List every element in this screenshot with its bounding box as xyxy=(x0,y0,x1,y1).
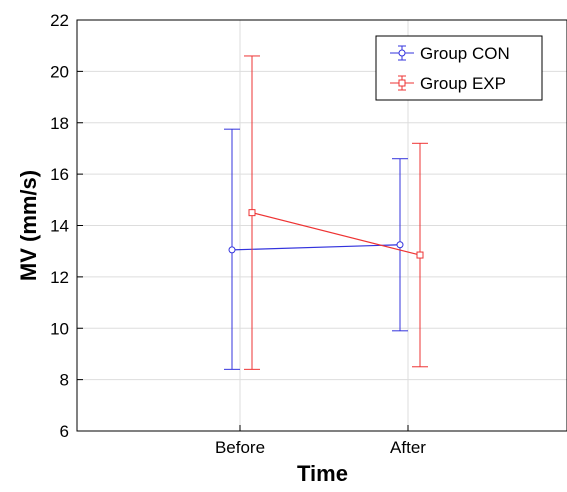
series-line xyxy=(231,244,401,251)
legend-item: Group EXP xyxy=(390,74,506,93)
legend-label: Group CON xyxy=(420,44,510,63)
y-tick-label: 22 xyxy=(50,11,69,30)
y-tick-label: 18 xyxy=(50,114,69,133)
y-tick-label: 16 xyxy=(50,165,69,184)
data-point xyxy=(416,251,424,259)
x-tick-label: Before xyxy=(215,438,265,457)
legend-marker xyxy=(398,79,406,87)
legend-item: Group CON xyxy=(390,44,510,63)
x-tick-label: After xyxy=(390,438,426,457)
series-line xyxy=(251,212,421,256)
legend-marker xyxy=(398,49,406,57)
y-tick-label: 14 xyxy=(50,217,69,236)
y-tick-label: 8 xyxy=(60,371,69,390)
data-point xyxy=(396,241,404,249)
x-axis-title: Time xyxy=(297,461,348,486)
series-layer xyxy=(224,55,428,370)
y-tick-label: 12 xyxy=(50,268,69,287)
data-point xyxy=(228,246,236,254)
series-group-exp xyxy=(244,55,428,370)
y-axis-title: MV (mm/s) xyxy=(16,170,41,281)
legend-box xyxy=(375,35,543,101)
data-point xyxy=(248,209,256,217)
legend-label: Group EXP xyxy=(420,74,506,93)
y-tick-label: 6 xyxy=(60,422,69,441)
series-group-con xyxy=(224,128,408,370)
ticks: 6 8 10 12 14 16 18 20 22 Before After xyxy=(50,11,426,457)
legend: Group CON Group EXP xyxy=(375,35,543,101)
y-tick-label: 10 xyxy=(50,319,69,338)
y-tick-label: 20 xyxy=(50,62,69,81)
